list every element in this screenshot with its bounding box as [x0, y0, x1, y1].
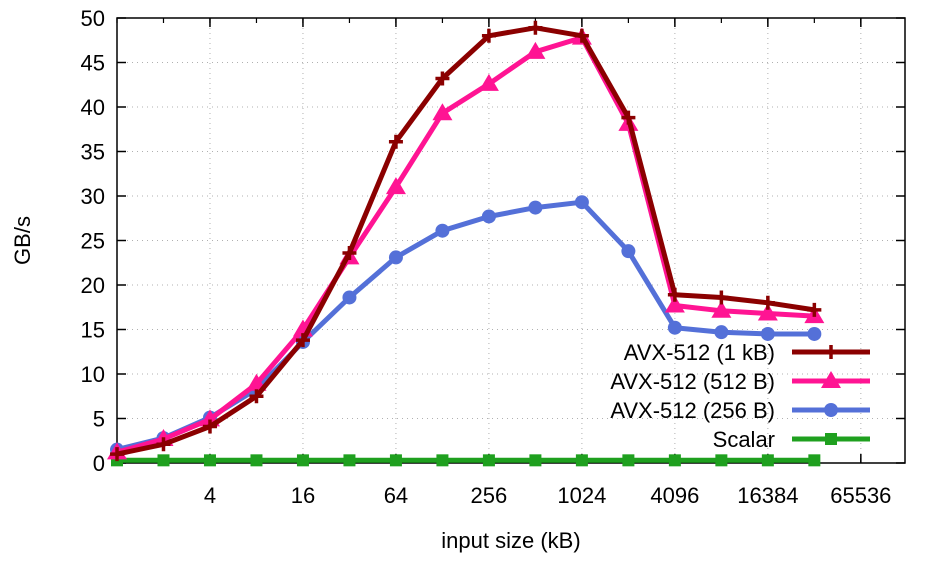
data-point	[481, 28, 496, 43]
y-tick-label: 10	[81, 362, 105, 387]
grid	[117, 18, 905, 463]
data-point	[714, 325, 729, 340]
data-point	[807, 326, 822, 341]
series-line	[116, 35, 815, 455]
data-point	[714, 290, 729, 305]
x-tick-labels: 4 16 64 256 1024 4096 16384 65536	[204, 483, 892, 508]
series-0	[110, 20, 822, 462]
y-tick-label: 0	[93, 451, 105, 476]
legend-label: AVX-512 (512 B)	[610, 369, 775, 394]
x-tick-label: 65536	[830, 483, 891, 508]
plot-frame	[116, 17, 906, 464]
y-tick-label: 35	[81, 140, 105, 165]
data-point	[388, 134, 403, 149]
data-point	[711, 300, 732, 318]
data-point	[389, 454, 402, 467]
data-point	[478, 73, 499, 91]
legend-label: AVX-512 (256 B)	[610, 398, 775, 423]
y-tick-label: 50	[81, 6, 105, 31]
data-point	[202, 419, 217, 434]
data-point	[528, 200, 543, 215]
data-point	[824, 403, 838, 417]
legend-item: AVX-512 (1 kB)	[624, 340, 870, 365]
data-point	[715, 454, 728, 467]
x-tick-label: 256	[471, 483, 508, 508]
legend-item: AVX-512 (512 B)	[610, 369, 870, 394]
data-point	[250, 454, 263, 467]
data-point	[757, 303, 778, 321]
x-tick-label: 4096	[650, 483, 699, 508]
data-point	[575, 454, 588, 467]
data-point	[808, 454, 821, 467]
y-tick-label: 5	[93, 407, 105, 432]
x-tick-label: 16	[291, 483, 315, 508]
data-point	[342, 290, 357, 305]
data-point	[667, 287, 682, 302]
data-point	[296, 454, 309, 467]
data-point	[574, 195, 589, 210]
x-tick-label: 4	[204, 483, 216, 508]
x-tick-label: 1024	[557, 483, 606, 508]
y-tick-labels: 0 5 10 15 20 25 30 35 40 45 50	[81, 6, 105, 476]
data-point	[622, 454, 635, 467]
legend-item: Scalar	[713, 427, 870, 452]
legend-item: AVX-512 (256 B)	[610, 398, 870, 423]
y-tick-label: 15	[81, 318, 105, 343]
data-point	[481, 209, 496, 224]
data-point	[385, 177, 406, 195]
x-tick-label: 64	[384, 483, 408, 508]
data-point	[295, 333, 310, 348]
data-point	[435, 223, 450, 238]
data-point	[157, 454, 170, 467]
series	[107, 20, 825, 467]
data-point	[432, 103, 453, 121]
y-tick-label: 30	[81, 184, 105, 209]
series-1	[107, 27, 825, 460]
data-point	[621, 110, 636, 125]
y-axis-label: GB/s	[10, 216, 35, 265]
y-tick-label: 40	[81, 95, 105, 120]
data-point	[343, 454, 356, 467]
axes	[116, 17, 906, 464]
data-point	[525, 41, 546, 59]
series-line	[116, 25, 815, 457]
data-point	[825, 433, 837, 445]
data-point	[529, 454, 542, 467]
data-point	[482, 454, 495, 467]
data-point	[807, 302, 822, 317]
x-tick-label: 16384	[737, 483, 798, 508]
y-tick-label: 45	[81, 51, 105, 76]
data-point	[824, 345, 838, 359]
legend: AVX-512 (1 kB) AVX-512 (512 B) AVX-512 (25…	[610, 340, 870, 452]
data-point	[668, 454, 681, 467]
x-axis-label: input size (kB)	[441, 528, 580, 553]
y-tick-label: 20	[81, 273, 105, 298]
data-point	[761, 454, 774, 467]
data-point	[249, 389, 264, 404]
data-point	[664, 295, 685, 313]
data-point	[342, 245, 357, 260]
y-tick-label: 25	[81, 229, 105, 254]
legend-label: Scalar	[713, 427, 775, 452]
data-point	[528, 20, 543, 35]
legend-label: AVX-512 (1 kB)	[624, 340, 775, 365]
data-point	[760, 326, 775, 341]
data-point	[621, 244, 636, 259]
data-point	[574, 28, 589, 43]
data-point	[203, 454, 216, 467]
data-point	[821, 371, 841, 388]
data-point	[436, 454, 449, 467]
data-point	[435, 71, 450, 86]
data-point	[156, 437, 171, 452]
data-point	[667, 320, 682, 335]
data-point	[760, 295, 775, 310]
data-point	[388, 250, 403, 265]
series-3	[111, 454, 821, 467]
data-point	[110, 447, 124, 462]
